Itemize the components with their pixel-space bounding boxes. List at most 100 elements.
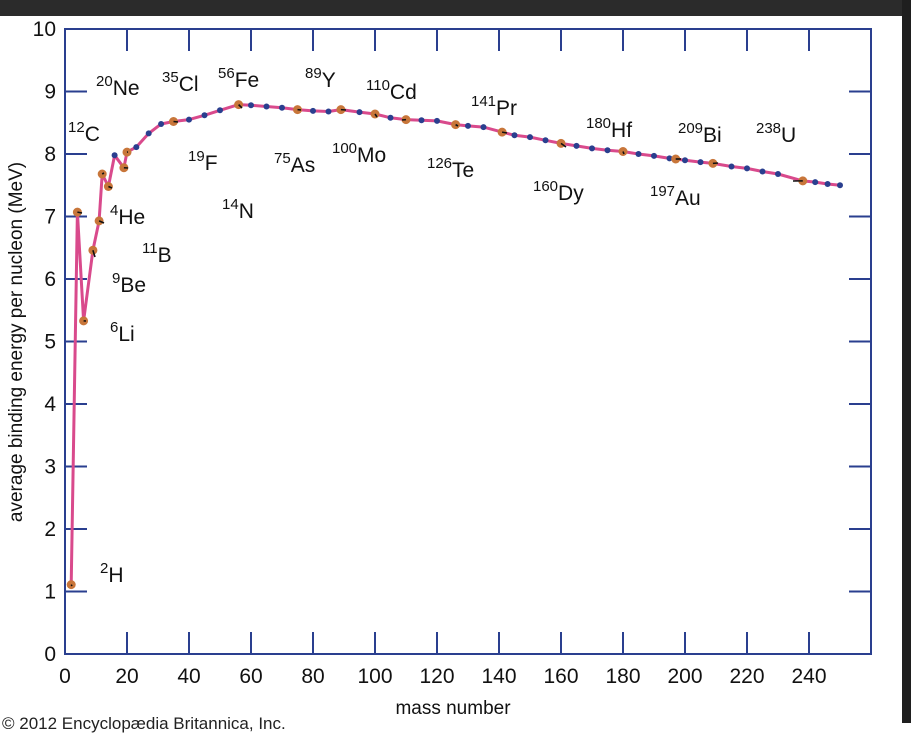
data-point xyxy=(760,169,766,175)
isotope-label-mo: 100Mo xyxy=(332,140,386,167)
data-point xyxy=(605,147,611,153)
isotope-mass: 56 xyxy=(218,65,235,82)
isotope-mass: 89 xyxy=(305,65,322,82)
isotope-mass: 20 xyxy=(96,73,113,90)
data-point xyxy=(837,182,843,188)
y-tick-label-0: 0 xyxy=(44,643,56,666)
data-point xyxy=(112,152,118,158)
x-tick-label-0: 0 xyxy=(59,665,71,688)
data-point xyxy=(326,109,332,115)
axis-ticks xyxy=(65,29,871,654)
isotope-mass: 4 xyxy=(110,202,118,219)
data-point xyxy=(527,134,533,140)
data-point xyxy=(744,165,750,171)
data-point xyxy=(419,117,425,123)
data-point xyxy=(465,123,471,129)
leader-hf xyxy=(623,152,624,155)
data-point xyxy=(158,121,164,127)
x-tick-label-11: 220 xyxy=(729,665,764,688)
isotope-label-c: 12C xyxy=(68,119,100,146)
x-tick-label-9: 180 xyxy=(605,665,640,688)
x-tick-label-8: 160 xyxy=(543,665,578,688)
data-point xyxy=(279,105,285,111)
isotope-symbol: C xyxy=(85,123,100,146)
isotope-symbol: Mo xyxy=(357,144,386,167)
data-point xyxy=(682,157,688,163)
y-tick-label-9: 9 xyxy=(44,81,56,104)
data-point xyxy=(543,137,549,143)
isotope-symbol: U xyxy=(781,124,796,147)
data-point xyxy=(186,117,192,123)
y-axis-title: average binding energy per nucleon (MeV) xyxy=(6,162,27,522)
isotope-symbol: Bi xyxy=(703,124,722,147)
isotope-symbol: Dy xyxy=(558,182,584,205)
isotope-symbol: He xyxy=(118,206,145,229)
data-point xyxy=(651,153,657,159)
y-tick-label-10: 10 xyxy=(33,18,56,41)
isotope-mass: 209 xyxy=(678,120,703,137)
x-tick-label-7: 140 xyxy=(481,665,516,688)
label-leader-lines xyxy=(71,105,803,586)
isotope-symbol: H xyxy=(108,564,123,587)
isotope-label-y: 89Y xyxy=(305,65,336,92)
isotope-symbol: B xyxy=(158,244,172,267)
isotope-label-pr: 141Pr xyxy=(471,93,517,120)
data-point xyxy=(812,179,818,185)
isotope-symbol: Cd xyxy=(390,81,417,104)
data-point xyxy=(133,144,139,150)
x-tick-label-2: 40 xyxy=(177,665,200,688)
data-point xyxy=(202,112,208,118)
y-tick-label-6: 6 xyxy=(44,268,56,291)
isotope-symbol: Au xyxy=(675,187,701,210)
x-tick-label-6: 120 xyxy=(419,665,454,688)
isotope-symbol: Y xyxy=(322,69,336,92)
data-point xyxy=(264,104,270,110)
isotope-symbol: Fe xyxy=(235,69,260,92)
isotope-mass: 6 xyxy=(110,319,118,336)
isotope-label-u: 238U xyxy=(756,120,796,147)
isotope-label-hf: 180Hf xyxy=(586,115,632,142)
leader-h xyxy=(71,585,72,586)
leader-cl xyxy=(174,122,179,123)
isotope-label-h: 2H xyxy=(100,560,124,587)
copyright-credit: © 2012 Encyclopædia Britannica, Inc. xyxy=(2,714,286,734)
data-point xyxy=(357,109,363,115)
leader-he xyxy=(77,212,82,213)
isotope-label-li: 6Li xyxy=(110,319,135,346)
isotope-label-f: 19F xyxy=(188,148,218,175)
y-tick-label-5: 5 xyxy=(44,331,56,354)
isotope-symbol: Be xyxy=(120,274,146,297)
isotope-label-fe: 56Fe xyxy=(218,65,259,92)
x-tick-label-5: 100 xyxy=(357,665,392,688)
isotope-mass: 2 xyxy=(100,560,108,577)
y-tick-label-1: 1 xyxy=(44,581,56,604)
isotope-label-he: 4He xyxy=(110,202,145,229)
isotope-symbol: Li xyxy=(118,323,134,346)
x-tick-label-10: 200 xyxy=(667,665,702,688)
data-point xyxy=(698,159,704,165)
data-point xyxy=(512,132,518,138)
isotope-label-dy: 160Dy xyxy=(533,178,584,205)
isotope-label-cd: 110Cd xyxy=(366,77,417,104)
data-point xyxy=(434,118,440,124)
y-tick-label-8: 8 xyxy=(44,143,56,166)
leader-c xyxy=(102,173,104,174)
isotope-label-te: 126Te xyxy=(427,155,474,182)
isotope-label-bi: 209Bi xyxy=(678,120,722,147)
isotope-mass: 110 xyxy=(366,77,390,94)
x-tick-label-12: 240 xyxy=(791,665,826,688)
isotope-mass: 126 xyxy=(427,155,452,172)
isotope-symbol: Hf xyxy=(611,119,632,142)
isotope-mass: 12 xyxy=(68,119,85,136)
isotope-symbol: Pr xyxy=(496,97,517,120)
isotope-symbol: N xyxy=(239,200,254,223)
isotope-symbol: Te xyxy=(452,159,474,182)
y-tick-label-7: 7 xyxy=(44,206,56,229)
data-point xyxy=(146,130,152,136)
isotope-symbol: F xyxy=(205,152,218,175)
data-point xyxy=(310,108,316,114)
